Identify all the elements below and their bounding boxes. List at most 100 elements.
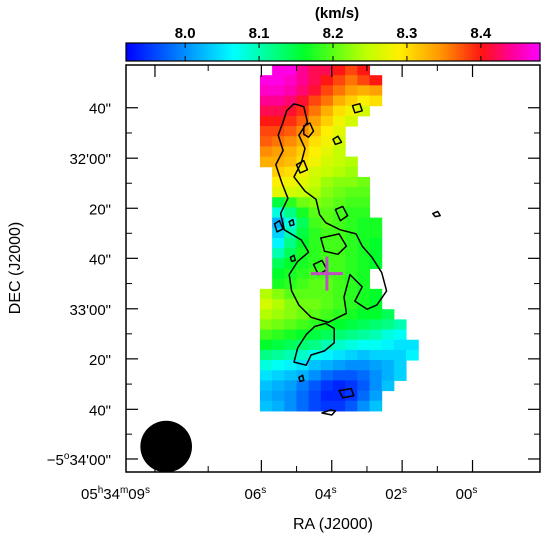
velocity-pixel xyxy=(357,400,371,412)
map-panel xyxy=(125,64,541,473)
colorbar-segment xyxy=(382,43,385,61)
colorbar-segment xyxy=(470,43,473,61)
velocity-pixel xyxy=(320,65,334,76)
velocity-pixel xyxy=(296,299,310,310)
velocity-pixel xyxy=(369,329,383,341)
colorbar-segment xyxy=(268,43,271,61)
colorbar-segment xyxy=(438,43,441,61)
colorbar-segment xyxy=(448,43,451,61)
colorbar-segment xyxy=(408,43,411,61)
velocity-pixel xyxy=(272,207,285,219)
colorbar-segment xyxy=(180,43,183,61)
colorbar-segment xyxy=(322,43,325,61)
velocity-pixel xyxy=(259,85,273,97)
colorbar-segment xyxy=(426,43,429,61)
velocity-pixel xyxy=(308,146,322,158)
velocity-pixel xyxy=(393,370,407,381)
colorbar-segment xyxy=(272,43,275,61)
velocity-pixel xyxy=(357,176,371,188)
colorbar-segment xyxy=(238,43,241,61)
velocity-pixel xyxy=(308,75,322,86)
colorbar-segment xyxy=(316,43,319,61)
velocity-pixel xyxy=(272,95,285,107)
velocity-pixel xyxy=(308,237,322,249)
velocity-pixel xyxy=(272,248,285,259)
colorbar-segment xyxy=(512,43,515,61)
velocity-pixel xyxy=(369,370,383,381)
velocity-pixel xyxy=(357,65,371,76)
x-axis-label: RA (J2000) xyxy=(293,516,373,533)
velocity-pixel xyxy=(345,288,358,300)
velocity-pixel xyxy=(296,105,310,117)
velocity-pixel xyxy=(345,370,358,381)
colorbar-segment xyxy=(246,43,249,61)
colorbar-segment xyxy=(522,43,525,61)
velocity-pixel xyxy=(259,156,273,168)
velocity-pixel xyxy=(259,390,273,402)
velocity-pixel xyxy=(357,278,371,290)
velocity-pixel xyxy=(333,288,346,300)
velocity-pixel xyxy=(345,95,358,107)
velocity-pixel xyxy=(296,309,310,320)
velocity-pixel xyxy=(308,207,322,219)
colorbar-segment xyxy=(390,43,393,61)
velocity-pixel xyxy=(272,400,285,412)
colorbar-segment xyxy=(198,43,201,61)
colorbar-segment xyxy=(518,43,521,61)
colorbar-segment xyxy=(508,43,511,61)
velocity-pixel xyxy=(308,136,322,147)
velocity-pixel xyxy=(333,176,346,188)
colorbar-segment xyxy=(166,43,169,61)
colorbar-segment xyxy=(484,43,487,61)
colorbar-segment xyxy=(284,43,287,61)
velocity-pixel xyxy=(308,339,322,351)
x-tick-label: 04s xyxy=(315,485,337,503)
velocity-pixel xyxy=(308,227,322,239)
velocity-pixel xyxy=(369,339,383,351)
colorbar-segment xyxy=(462,43,465,61)
velocity-pixel xyxy=(308,115,322,127)
velocity-pixel xyxy=(381,349,395,361)
velocity-pixel xyxy=(369,288,383,300)
colorbar-segment xyxy=(202,43,205,61)
velocity-pixel xyxy=(272,105,285,117)
velocity-pixel xyxy=(272,136,285,147)
velocity-pixel xyxy=(320,146,334,158)
colorbar-segment xyxy=(304,43,307,61)
colorbar-segment xyxy=(336,43,339,61)
velocity-pixel xyxy=(357,207,371,219)
velocity-pixel xyxy=(333,278,346,290)
velocity-pixel xyxy=(272,370,285,381)
velocity-pixel xyxy=(357,197,371,208)
velocity-pixel xyxy=(333,360,346,371)
colorbar-segment xyxy=(162,43,165,61)
colorbar-segment xyxy=(144,43,147,61)
colorbar-segment xyxy=(402,43,405,61)
colorbar-segment xyxy=(142,43,145,61)
velocity-pixel xyxy=(284,176,297,188)
velocity-pixel xyxy=(259,400,273,412)
colorbar-tick-marks xyxy=(184,43,482,61)
velocity-pixel xyxy=(284,380,297,392)
colorbar-segment xyxy=(526,43,529,61)
colorbar-segment xyxy=(192,43,195,61)
velocity-pixel xyxy=(308,217,322,229)
colorbar-tick-label: 8.0 xyxy=(175,25,196,42)
velocity-pixel xyxy=(369,217,383,229)
colorbar-segment xyxy=(278,43,281,61)
colorbar-segment xyxy=(252,43,255,61)
colorbar-segment xyxy=(188,43,191,61)
colorbar-segment xyxy=(528,43,531,61)
colorbar-segment xyxy=(532,43,535,61)
colorbar-segment xyxy=(288,43,291,61)
velocity-pixel xyxy=(308,197,322,208)
x-tick-label: 06s xyxy=(245,485,267,503)
velocity-pixel xyxy=(333,115,346,127)
colorbar-segment xyxy=(154,43,157,61)
velocity-pixel xyxy=(284,237,297,249)
velocity-pixel xyxy=(369,390,383,402)
velocity-pixel xyxy=(320,75,334,86)
velocity-pixel xyxy=(272,227,285,239)
velocity-pixel xyxy=(320,207,334,219)
colorbar-segment xyxy=(376,43,379,61)
